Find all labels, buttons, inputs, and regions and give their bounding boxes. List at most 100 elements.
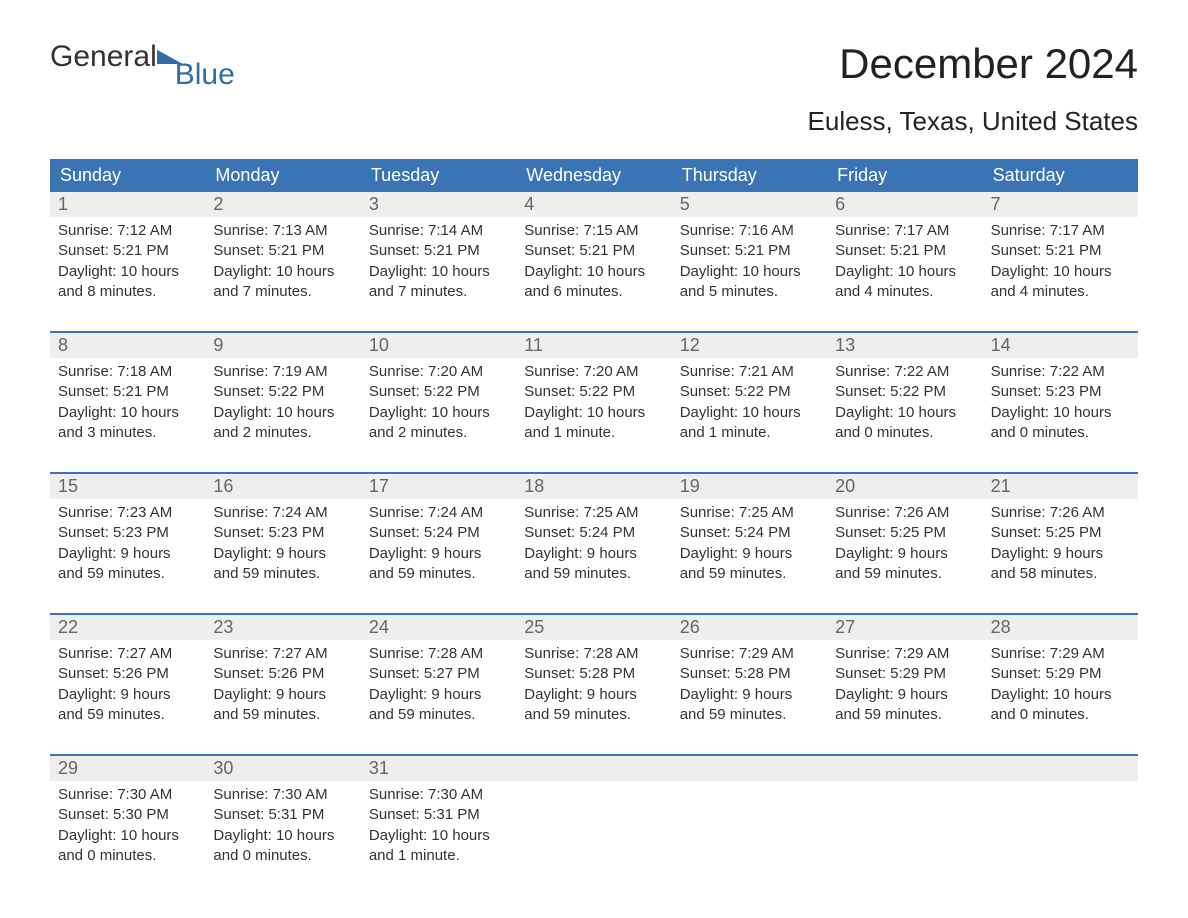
day-cell: Sunrise: 7:23 AMSunset: 5:23 PMDaylight:… — [50, 499, 205, 595]
daylight-text: Daylight: 10 hours and 0 minutes. — [213, 826, 352, 867]
day-cell: Sunrise: 7:28 AMSunset: 5:28 PMDaylight:… — [516, 640, 671, 736]
day-number: 18 — [516, 474, 671, 499]
header: General Blue December 2024 Euless, Texas… — [50, 40, 1138, 137]
weeks-container: 1234567Sunrise: 7:12 AMSunset: 5:21 PMDa… — [50, 192, 1138, 877]
day-number: 14 — [983, 333, 1138, 358]
calendar-week: 293031Sunrise: 7:30 AMSunset: 5:30 PMDay… — [50, 754, 1138, 877]
daylight-text: Daylight: 9 hours and 59 minutes. — [58, 685, 197, 726]
daylight-text: Daylight: 9 hours and 59 minutes. — [524, 544, 663, 585]
location-label: Euless, Texas, United States — [808, 106, 1138, 137]
sunrise-text: Sunrise: 7:21 AM — [680, 362, 819, 382]
daylight-text: Daylight: 9 hours and 59 minutes. — [369, 685, 508, 726]
daylight-text: Daylight: 10 hours and 8 minutes. — [58, 262, 197, 303]
weekday-header: Wednesday — [516, 159, 671, 192]
daylight-text: Daylight: 10 hours and 2 minutes. — [213, 403, 352, 444]
day-number-row: 22232425262728 — [50, 615, 1138, 640]
sunset-text: Sunset: 5:21 PM — [58, 241, 197, 261]
day-cell — [827, 781, 982, 877]
sunrise-text: Sunrise: 7:20 AM — [369, 362, 508, 382]
day-number: 8 — [50, 333, 205, 358]
weekday-header: Saturday — [983, 159, 1138, 192]
day-cell: Sunrise: 7:12 AMSunset: 5:21 PMDaylight:… — [50, 217, 205, 313]
sunset-text: Sunset: 5:31 PM — [213, 805, 352, 825]
day-cell: Sunrise: 7:30 AMSunset: 5:31 PMDaylight:… — [361, 781, 516, 877]
sunrise-text: Sunrise: 7:16 AM — [680, 221, 819, 241]
day-cell — [672, 781, 827, 877]
sunset-text: Sunset: 5:26 PM — [58, 664, 197, 684]
day-number-row: 293031 — [50, 756, 1138, 781]
day-number: 11 — [516, 333, 671, 358]
day-cell: Sunrise: 7:21 AMSunset: 5:22 PMDaylight:… — [672, 358, 827, 454]
sunset-text: Sunset: 5:24 PM — [524, 523, 663, 543]
sunset-text: Sunset: 5:21 PM — [213, 241, 352, 261]
day-number — [983, 756, 1138, 781]
sunset-text: Sunset: 5:23 PM — [991, 382, 1130, 402]
day-number: 3 — [361, 192, 516, 217]
sunrise-text: Sunrise: 7:12 AM — [58, 221, 197, 241]
calendar-week: 15161718192021Sunrise: 7:23 AMSunset: 5:… — [50, 472, 1138, 595]
day-number: 1 — [50, 192, 205, 217]
daylight-text: Daylight: 10 hours and 6 minutes. — [524, 262, 663, 303]
day-number: 31 — [361, 756, 516, 781]
day-number: 16 — [205, 474, 360, 499]
day-cell: Sunrise: 7:22 AMSunset: 5:23 PMDaylight:… — [983, 358, 1138, 454]
sunset-text: Sunset: 5:28 PM — [524, 664, 663, 684]
sunrise-text: Sunrise: 7:30 AM — [213, 785, 352, 805]
day-cell: Sunrise: 7:25 AMSunset: 5:24 PMDaylight:… — [516, 499, 671, 595]
sunrise-text: Sunrise: 7:22 AM — [835, 362, 974, 382]
calendar-week: 1234567Sunrise: 7:12 AMSunset: 5:21 PMDa… — [50, 192, 1138, 313]
sunrise-text: Sunrise: 7:25 AM — [524, 503, 663, 523]
sunset-text: Sunset: 5:23 PM — [213, 523, 352, 543]
calendar-week: 891011121314Sunrise: 7:18 AMSunset: 5:21… — [50, 331, 1138, 454]
title-block: December 2024 Euless, Texas, United Stat… — [808, 40, 1138, 137]
day-number: 17 — [361, 474, 516, 499]
day-cell: Sunrise: 7:17 AMSunset: 5:21 PMDaylight:… — [827, 217, 982, 313]
day-cell: Sunrise: 7:26 AMSunset: 5:25 PMDaylight:… — [827, 499, 982, 595]
sunset-text: Sunset: 5:21 PM — [524, 241, 663, 261]
day-cell: Sunrise: 7:22 AMSunset: 5:22 PMDaylight:… — [827, 358, 982, 454]
daylight-text: Daylight: 9 hours and 59 minutes. — [213, 544, 352, 585]
day-cell: Sunrise: 7:16 AMSunset: 5:21 PMDaylight:… — [672, 217, 827, 313]
weekday-header-row: Sunday Monday Tuesday Wednesday Thursday… — [50, 159, 1138, 192]
day-number: 26 — [672, 615, 827, 640]
day-number: 5 — [672, 192, 827, 217]
sunset-text: Sunset: 5:22 PM — [835, 382, 974, 402]
day-number: 23 — [205, 615, 360, 640]
sunrise-text: Sunrise: 7:29 AM — [680, 644, 819, 664]
daylight-text: Daylight: 10 hours and 1 minute. — [680, 403, 819, 444]
day-cell: Sunrise: 7:29 AMSunset: 5:29 PMDaylight:… — [983, 640, 1138, 736]
daylight-text: Daylight: 10 hours and 1 minute. — [369, 826, 508, 867]
sunset-text: Sunset: 5:31 PM — [369, 805, 508, 825]
daylight-text: Daylight: 10 hours and 4 minutes. — [835, 262, 974, 303]
sunrise-text: Sunrise: 7:20 AM — [524, 362, 663, 382]
sunrise-text: Sunrise: 7:23 AM — [58, 503, 197, 523]
day-cell: Sunrise: 7:26 AMSunset: 5:25 PMDaylight:… — [983, 499, 1138, 595]
sunset-text: Sunset: 5:22 PM — [213, 382, 352, 402]
daylight-text: Daylight: 9 hours and 59 minutes. — [835, 544, 974, 585]
daylight-text: Daylight: 9 hours and 59 minutes. — [369, 544, 508, 585]
daylight-text: Daylight: 10 hours and 0 minutes. — [991, 685, 1130, 726]
daylight-text: Daylight: 9 hours and 59 minutes. — [524, 685, 663, 726]
sunrise-text: Sunrise: 7:25 AM — [680, 503, 819, 523]
day-number-row: 891011121314 — [50, 333, 1138, 358]
day-number: 20 — [827, 474, 982, 499]
day-number: 22 — [50, 615, 205, 640]
sunrise-text: Sunrise: 7:29 AM — [835, 644, 974, 664]
day-cell: Sunrise: 7:17 AMSunset: 5:21 PMDaylight:… — [983, 217, 1138, 313]
day-cell: Sunrise: 7:19 AMSunset: 5:22 PMDaylight:… — [205, 358, 360, 454]
calendar: Sunday Monday Tuesday Wednesday Thursday… — [50, 159, 1138, 877]
daylight-text: Daylight: 10 hours and 7 minutes. — [213, 262, 352, 303]
sunset-text: Sunset: 5:22 PM — [680, 382, 819, 402]
daylight-text: Daylight: 10 hours and 0 minutes. — [58, 826, 197, 867]
sunrise-text: Sunrise: 7:17 AM — [991, 221, 1130, 241]
sunrise-text: Sunrise: 7:24 AM — [213, 503, 352, 523]
sunrise-text: Sunrise: 7:30 AM — [58, 785, 197, 805]
sunset-text: Sunset: 5:28 PM — [680, 664, 819, 684]
sunrise-text: Sunrise: 7:24 AM — [369, 503, 508, 523]
sunset-text: Sunset: 5:23 PM — [58, 523, 197, 543]
day-number — [827, 756, 982, 781]
day-cell: Sunrise: 7:24 AMSunset: 5:23 PMDaylight:… — [205, 499, 360, 595]
day-number: 19 — [672, 474, 827, 499]
daylight-text: Daylight: 10 hours and 3 minutes. — [58, 403, 197, 444]
day-number-row: 1234567 — [50, 192, 1138, 217]
